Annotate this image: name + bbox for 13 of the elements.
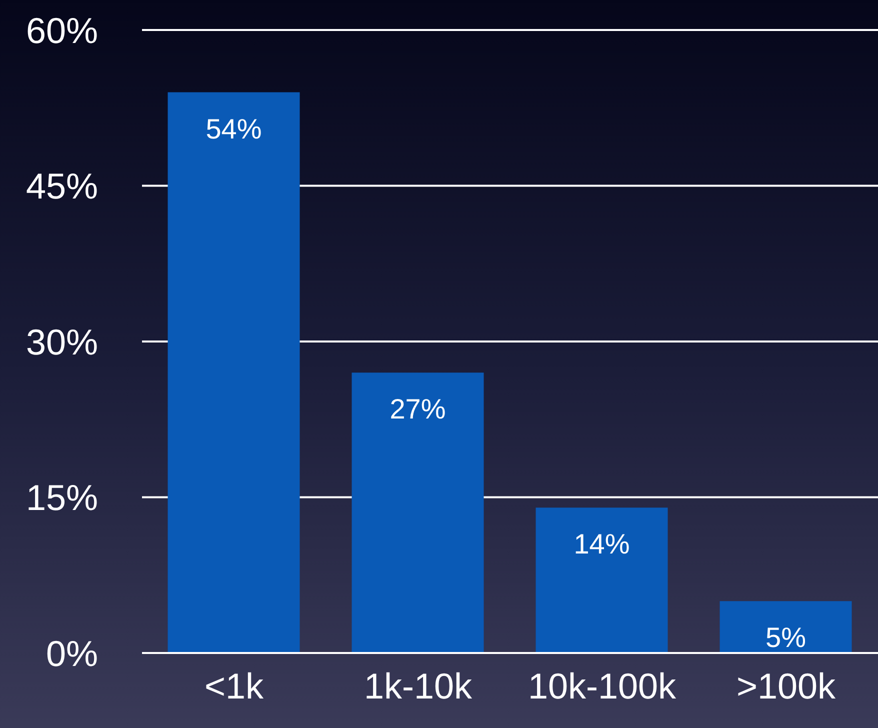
data-label: 54% xyxy=(206,113,262,144)
y-tick-label: 60% xyxy=(26,10,98,51)
data-label: 5% xyxy=(766,622,806,654)
data-label: 14% xyxy=(574,528,630,560)
y-tick-label: 45% xyxy=(26,166,98,207)
x-tick-label: >100k xyxy=(736,666,837,707)
y-tick-label: 0% xyxy=(46,632,98,674)
y-tick-label: 15% xyxy=(26,477,98,518)
x-tick-label: 10k-100k xyxy=(528,666,678,707)
x-tick-label: <1k xyxy=(204,666,265,707)
y-tick-label: 30% xyxy=(26,321,98,362)
x-tick-label: 1k-10k xyxy=(364,666,474,707)
data-label: 27% xyxy=(390,394,446,425)
